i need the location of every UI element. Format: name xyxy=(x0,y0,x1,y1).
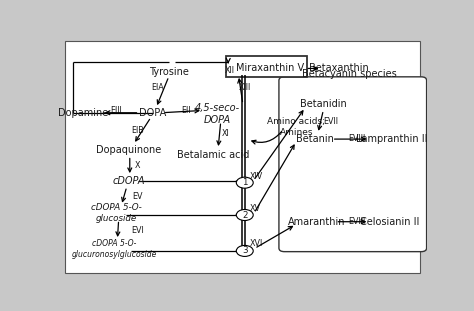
Text: Dopaquinone: Dopaquinone xyxy=(96,145,162,155)
Text: XVI: XVI xyxy=(249,239,263,248)
Text: EII: EII xyxy=(181,106,191,115)
Text: cDOPA 5-O-
glucoside: cDOPA 5-O- glucoside xyxy=(91,202,142,223)
Text: Betaxanthin: Betaxanthin xyxy=(309,63,368,73)
Text: 4,5-seco-
DOPA: 4,5-seco- DOPA xyxy=(195,103,240,125)
Text: 1: 1 xyxy=(242,178,247,187)
Text: XIII: XIII xyxy=(239,83,252,92)
Text: EVII: EVII xyxy=(324,117,338,126)
Text: EIII: EIII xyxy=(110,106,122,115)
Circle shape xyxy=(237,210,253,220)
Text: Betanin: Betanin xyxy=(296,134,334,144)
Text: Betacyanin species: Betacyanin species xyxy=(302,69,397,79)
Text: Lampranthin II: Lampranthin II xyxy=(356,134,428,144)
Text: cDOPA 5-O-
glucuronosylglucoside: cDOPA 5-O- glucuronosylglucoside xyxy=(72,239,157,259)
Text: EV: EV xyxy=(132,192,142,201)
FancyBboxPatch shape xyxy=(279,77,427,252)
Text: X: X xyxy=(134,161,140,170)
Text: 3: 3 xyxy=(242,246,247,255)
Text: Dopamine: Dopamine xyxy=(58,108,108,118)
Text: Betalamic acid: Betalamic acid xyxy=(177,150,250,160)
Text: XI: XI xyxy=(221,129,229,137)
Text: DOPA: DOPA xyxy=(139,108,166,118)
Text: XV: XV xyxy=(249,204,261,213)
Text: cDOPA: cDOPA xyxy=(113,176,146,186)
Circle shape xyxy=(237,177,253,188)
Text: EVIII: EVIII xyxy=(348,217,365,226)
Text: XIV: XIV xyxy=(249,172,263,181)
Text: Amaranthin: Amaranthin xyxy=(288,217,345,227)
Text: Celosianin II: Celosianin II xyxy=(360,217,419,227)
Text: Tyrosine: Tyrosine xyxy=(149,67,190,77)
Text: 2: 2 xyxy=(242,211,247,220)
FancyBboxPatch shape xyxy=(65,41,420,273)
Text: EIA: EIA xyxy=(151,83,164,92)
Text: EVIII: EVIII xyxy=(348,134,365,143)
Text: Miraxanthin V: Miraxanthin V xyxy=(237,63,304,73)
Text: Betanidin: Betanidin xyxy=(301,100,347,109)
Text: EIB: EIB xyxy=(131,126,144,135)
Text: XII: XII xyxy=(225,66,235,75)
Circle shape xyxy=(237,245,253,257)
Text: EVI: EVI xyxy=(131,226,144,235)
Text: Amino acids;
Amines: Amino acids; Amines xyxy=(267,118,325,137)
FancyBboxPatch shape xyxy=(227,57,307,77)
